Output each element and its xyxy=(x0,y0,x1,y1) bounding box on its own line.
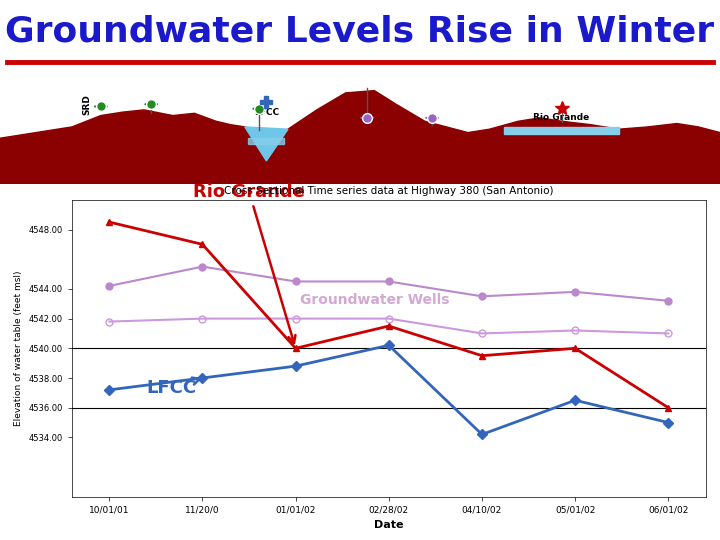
X-axis label: Date: Date xyxy=(374,521,403,530)
Text: LFCC: LFCC xyxy=(147,377,202,397)
Text: Rio Grande: Rio Grande xyxy=(534,113,590,123)
Text: Groundwater Levels Rise in Winter: Groundwater Levels Rise in Winter xyxy=(6,14,714,48)
Text: Rio Grande: Rio Grande xyxy=(193,183,305,343)
Y-axis label: Elevation of water table (feet msl): Elevation of water table (feet msl) xyxy=(14,271,23,426)
Polygon shape xyxy=(504,127,619,134)
Title: Cross Sectional Time series data at Highway 380 (San Antonio): Cross Sectional Time series data at High… xyxy=(224,186,554,196)
Text: SRD: SRD xyxy=(82,94,91,114)
Polygon shape xyxy=(245,127,288,161)
Polygon shape xyxy=(248,138,284,144)
Text: LFCC: LFCC xyxy=(254,107,279,117)
Text: Groundwater Wells: Groundwater Wells xyxy=(300,294,450,307)
Polygon shape xyxy=(0,91,720,184)
